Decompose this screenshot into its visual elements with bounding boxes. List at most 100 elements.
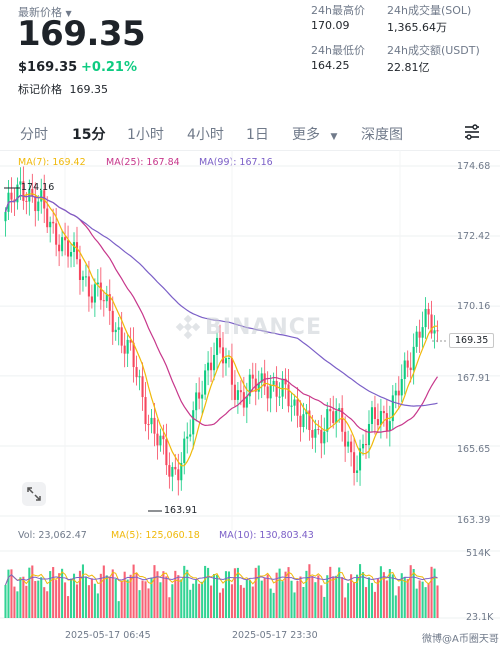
volume-bar [201, 581, 204, 618]
volume-bar [123, 571, 126, 618]
volume-bar [75, 584, 79, 618]
ma99-line [4, 194, 438, 407]
volume-bar [159, 582, 162, 618]
low-annotation: 163.91 [164, 505, 198, 516]
volume-bar [326, 575, 329, 618]
volume-bar [28, 567, 31, 618]
volume-bar [52, 567, 55, 618]
candle-body [207, 362, 210, 371]
candle-body [126, 339, 129, 354]
indicator-settings-icon[interactable] [463, 124, 481, 140]
candle-body [424, 308, 427, 328]
tab-more[interactable]: 更多 ▼ [292, 124, 337, 144]
candle-body [251, 374, 254, 379]
candle-body [302, 414, 305, 427]
candle-body [400, 379, 403, 396]
candle-body [403, 360, 406, 380]
tab-4h[interactable]: 4小时 [187, 127, 224, 143]
candlestick-chart[interactable] [0, 150, 500, 530]
candle-body [46, 208, 49, 228]
volume-bar [424, 587, 427, 618]
volume-bar [183, 565, 186, 618]
candle-body [174, 466, 177, 470]
volume-bar [382, 572, 385, 618]
candle-body [269, 384, 272, 399]
volume-axis-top: 514K [466, 548, 491, 559]
candle-body [391, 395, 394, 422]
volume-bar [278, 568, 281, 618]
candle-body [78, 259, 82, 280]
tab-depth[interactable]: 深度图 [361, 127, 403, 143]
candle-body [72, 242, 76, 252]
candle-body [305, 410, 308, 415]
latest-price-label-text: 最新价格 [18, 6, 62, 19]
volume-bar [323, 596, 326, 618]
candle-body [311, 430, 314, 438]
volume-bar [67, 596, 70, 618]
candle-body [58, 244, 61, 252]
candle-body [22, 181, 25, 201]
volume-bar [114, 578, 117, 618]
candle-body [227, 358, 230, 360]
candle-body [111, 310, 114, 333]
volume-bar [251, 586, 254, 618]
candle-body [52, 221, 55, 224]
candle-body [344, 431, 347, 447]
volume-bar [111, 569, 114, 618]
candle-body [406, 360, 409, 368]
volume-bar [64, 582, 67, 618]
tab-time-sharing[interactable]: 分时 [20, 127, 48, 143]
volume-bar [218, 592, 222, 618]
change-percent: +0.21% [81, 60, 137, 75]
candle-body [195, 392, 198, 411]
candle-body [388, 421, 391, 431]
volume-bar [302, 586, 305, 618]
candle-body [165, 439, 168, 466]
current-price-tag: 169.35 [449, 333, 495, 348]
candle-body [376, 419, 379, 426]
volume-ma5-legend: MA(5): 125,060.18 [111, 530, 200, 541]
price-axis-label: 172.42 [457, 231, 491, 242]
candle-body [96, 282, 99, 285]
volume-bar [46, 591, 49, 618]
volume-bar [341, 577, 344, 618]
volume-bar [102, 565, 105, 618]
ma99-legend: MA(99): 167.16 [199, 157, 273, 168]
candle-body [171, 466, 174, 477]
volume-bar [204, 565, 207, 618]
tab-1d[interactable]: 1日 [246, 127, 269, 143]
candle-body [180, 462, 183, 481]
volume-bar [359, 564, 362, 618]
volume-bar [84, 576, 87, 618]
candle-body [28, 188, 31, 202]
candle-body [329, 409, 332, 412]
volume-bar [144, 581, 147, 618]
volume-legend: Vol: 23,062.47 [18, 530, 87, 541]
candle-body [19, 181, 22, 185]
volume-bar [25, 585, 28, 618]
volume-bar [108, 577, 111, 618]
candle-body [159, 435, 162, 446]
candle-body [409, 367, 412, 371]
candle-body [168, 465, 171, 477]
volume-bar [353, 582, 356, 618]
volume-usdt-label: 24h成交额(USDT) [387, 44, 480, 57]
expand-chart-button[interactable] [22, 482, 46, 506]
candle-body [144, 397, 147, 425]
tab-1h[interactable]: 1小时 [127, 127, 164, 143]
volume-bar [415, 588, 418, 618]
latest-price-label[interactable]: 最新价格 ▼ [18, 4, 72, 20]
candle-body [257, 382, 260, 392]
volume-bar [430, 566, 433, 618]
volume-bar [436, 585, 439, 618]
volume-bar [317, 575, 320, 618]
candle-body [335, 410, 338, 423]
volume-chart[interactable] [0, 543, 500, 628]
binance-watermark: BINANCE [175, 314, 322, 340]
chart-grid [0, 150, 500, 530]
candle-body [421, 327, 424, 338]
volume-bar [403, 577, 406, 618]
tab-15m[interactable]: 15分 [72, 127, 106, 143]
candle-body [370, 407, 374, 425]
